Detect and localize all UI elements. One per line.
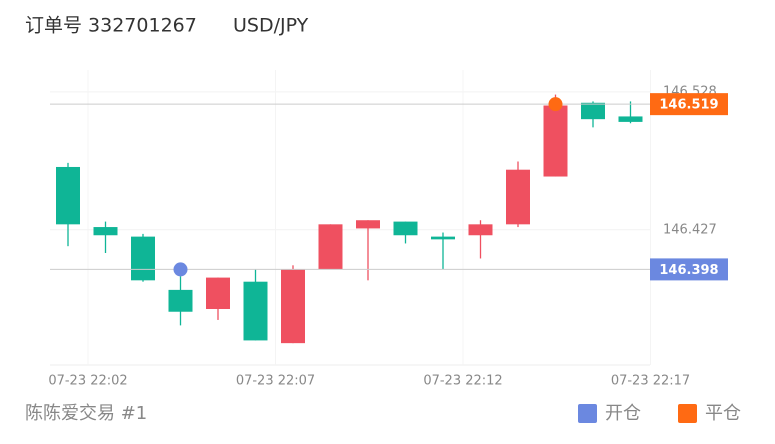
- price-tag: [650, 93, 728, 116]
- price-tag-label: 146.398: [659, 263, 718, 278]
- candle-body: [506, 169, 530, 225]
- trade-marker: [173, 262, 188, 277]
- legend-label: 平仓: [705, 403, 741, 424]
- candle-body: [168, 289, 193, 312]
- candle-body: [93, 227, 118, 236]
- x-tick-label: 07-23 22:12: [423, 374, 502, 389]
- candle-body: [356, 220, 380, 229]
- symbol: USD/JPY: [233, 15, 309, 37]
- candle-body: [318, 224, 343, 270]
- x-tick-label: 07-23 22:17: [611, 374, 690, 389]
- candle-body: [618, 116, 643, 122]
- price-tag: [650, 258, 728, 281]
- candle-body: [281, 269, 305, 344]
- legend-label: 开仓: [605, 403, 641, 424]
- legend-swatch: [678, 404, 697, 423]
- y-tick-label: 146.427: [663, 222, 717, 237]
- x-tick-label: 07-23 22:07: [236, 374, 315, 389]
- candle-body: [206, 277, 230, 310]
- candle-body: [468, 224, 493, 236]
- candle-body: [56, 166, 80, 225]
- candle-body: [431, 236, 455, 240]
- candle-body: [393, 221, 418, 236]
- candle-body: [131, 236, 155, 281]
- candle-body: [543, 105, 568, 177]
- candle-body: [243, 281, 268, 341]
- x-tick-label: 07-23 22:02: [48, 374, 127, 389]
- order-title: 订单号 332701267: [25, 15, 197, 37]
- legend-swatch: [578, 404, 597, 423]
- price-tag-label: 146.519: [659, 98, 718, 113]
- footer: 陈陈爱交易 #1: [25, 403, 147, 424]
- candle-body: [581, 102, 605, 120]
- trade-marker: [548, 97, 563, 112]
